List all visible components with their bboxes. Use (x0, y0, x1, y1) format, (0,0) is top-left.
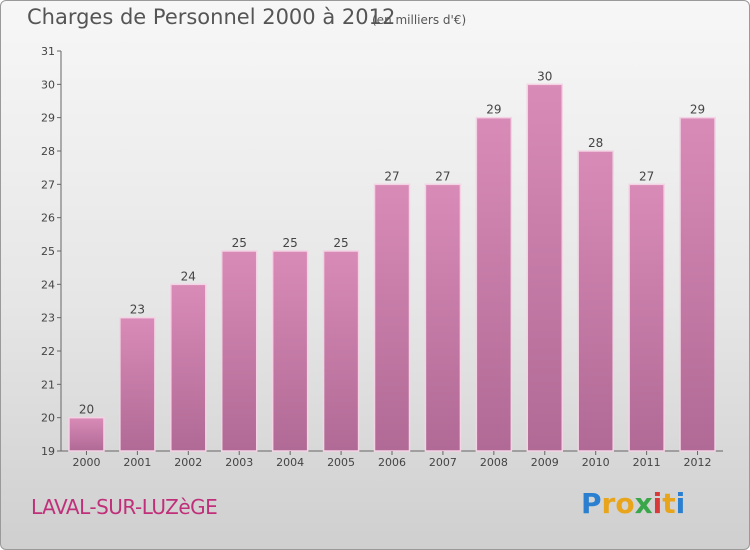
x-tick-label: 2008 (480, 456, 508, 469)
bar (475, 116, 513, 452)
data-label: 25 (333, 236, 348, 250)
proxiti-logo: Proxiti (581, 487, 685, 520)
logo-letter: P (581, 487, 602, 520)
data-label: 27 (435, 169, 450, 183)
logo-letter: i (652, 487, 663, 520)
bar (119, 316, 156, 452)
y-tick-label: 28 (41, 145, 55, 158)
y-tick-label: 22 (41, 345, 55, 358)
bar (322, 250, 360, 452)
x-tick-label: 2002 (174, 456, 202, 469)
bar (577, 150, 614, 452)
x-tick-label: 2007 (429, 456, 457, 469)
x-tick-label: 2009 (531, 456, 559, 469)
x-tick-label: 2004 (276, 456, 304, 469)
data-label: 25 (232, 236, 247, 250)
x-tick-label: 2006 (378, 456, 406, 469)
data-label: 27 (384, 169, 399, 183)
x-tick-label: 2012 (684, 456, 712, 469)
y-tick-label: 31 (41, 45, 55, 58)
logo-letter: t (662, 487, 676, 520)
bar (628, 183, 665, 452)
logo-letter: x (634, 487, 653, 520)
data-label: 29 (486, 103, 501, 117)
y-tick-label: 30 (41, 78, 55, 91)
y-tick-label: 25 (41, 245, 55, 258)
data-label: 20 (79, 403, 94, 417)
y-tick-label: 26 (41, 212, 55, 225)
x-tick-label: 2011 (633, 456, 661, 469)
y-tick-label: 29 (41, 112, 55, 125)
chart-subtitle: (en milliers d'€) (372, 13, 467, 27)
x-tick-label: 2003 (225, 456, 253, 469)
logo-letter: r (601, 487, 616, 520)
x-tick-label: 2010 (582, 456, 610, 469)
y-tick-label: 23 (41, 312, 55, 325)
chart-title: Charges de Personnel 2000 à 2012 (27, 5, 396, 29)
data-label: 28 (588, 136, 603, 150)
bar (526, 83, 564, 452)
x-tick-label: 2005 (327, 456, 355, 469)
data-label: 23 (130, 303, 145, 317)
data-label: 24 (181, 269, 196, 283)
y-tick-label: 24 (41, 278, 55, 291)
data-label: 29 (690, 103, 705, 117)
data-label: 30 (537, 69, 552, 83)
bar (68, 416, 105, 452)
logo-letter: o (615, 487, 635, 520)
x-tick-label: 2000 (72, 456, 100, 469)
y-tick-label: 21 (41, 378, 55, 391)
bar (679, 116, 716, 452)
bar (170, 283, 207, 452)
bar (373, 183, 411, 452)
bar (220, 250, 258, 452)
bar (271, 250, 309, 452)
x-tick-label: 2001 (123, 456, 151, 469)
y-tick-label: 27 (41, 178, 55, 191)
bar (424, 183, 462, 452)
y-tick-label: 19 (41, 445, 55, 458)
data-label: 27 (639, 169, 654, 183)
commune-name: LAVAL-SUR-LUZèGE (31, 495, 218, 519)
y-tick-label: 20 (41, 412, 55, 425)
logo-letter: i (675, 487, 686, 520)
data-label: 25 (283, 236, 298, 250)
